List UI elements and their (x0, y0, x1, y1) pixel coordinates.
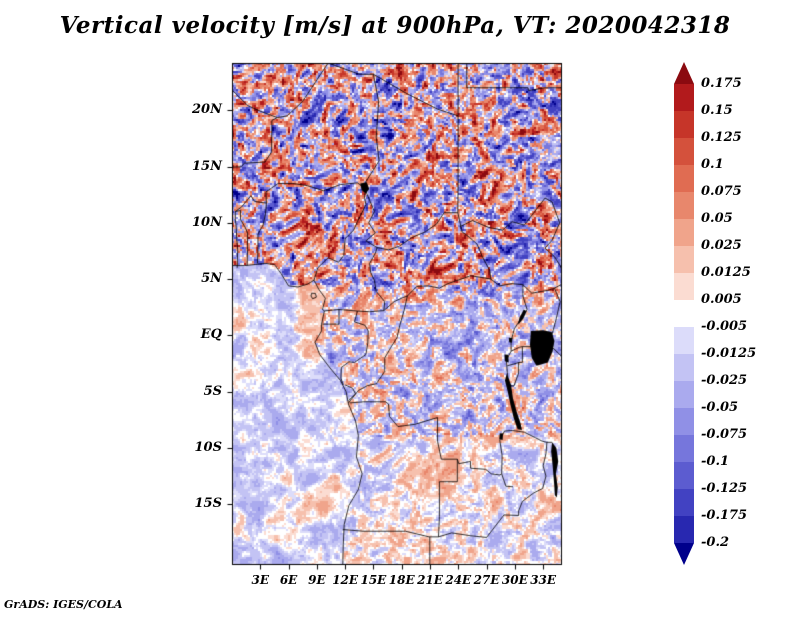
colorbar-tick-label: -0.005 (701, 319, 748, 334)
colorbar-tick-label: -0.2 (701, 535, 730, 550)
y-axis-tick-label: 15S (194, 496, 222, 512)
colorbar-segment (674, 165, 694, 192)
colorbar-segment (674, 246, 694, 273)
x-axis-tick-label: 24E (445, 573, 472, 587)
colorbar-tick-label: -0.075 (701, 427, 748, 442)
colorbar-tick-label: -0.0125 (701, 346, 757, 361)
colorbar (674, 62, 694, 565)
x-axis-tick-label: 33E (530, 573, 557, 587)
colorbar-segment (674, 138, 694, 165)
x-axis-tick-label: 6E (279, 573, 298, 587)
x-axis-tick-label: 21E (417, 573, 443, 587)
y-axis-tick-label: 10N (192, 214, 222, 230)
colorbar-tick-label: 0.15 (701, 103, 733, 118)
x-axis-tick-label: 12E (332, 573, 359, 587)
colorbar-tick-label: 0.075 (701, 184, 742, 199)
colorbar-tick-label: 0.125 (701, 130, 742, 145)
colorbar-segment (674, 300, 694, 327)
colorbar-segment (674, 489, 694, 516)
colorbar-segment (674, 111, 694, 138)
x-axis-tick-label: 30E (501, 573, 528, 587)
colorbar-tick-label: 0.05 (701, 211, 733, 226)
colorbar-arrow-up (674, 62, 694, 84)
colorbar-segment (674, 354, 694, 381)
colorbar-tick-label: 0.1 (701, 157, 724, 172)
colorbar-segment (674, 192, 694, 219)
colorbar-tick-label: 0.0125 (701, 265, 751, 280)
y-axis-tick-label: 20N (192, 102, 222, 118)
plot-title: Vertical velocity [m/s] at 900hPa, VT: 2… (59, 12, 731, 39)
y-axis-tick-label: 5N (201, 271, 222, 287)
colorbar-segment (674, 219, 694, 246)
y-axis-tick-label: EQ (200, 327, 222, 343)
colorbar-tick-label: -0.05 (701, 400, 739, 415)
colorbar-segment (674, 462, 694, 489)
x-axis-tick-label: 15E (360, 573, 387, 587)
colorbar-tick-label: 0.005 (701, 292, 742, 307)
y-axis-tick-label: 5S (203, 383, 222, 399)
colorbar-tick-label: -0.025 (701, 373, 748, 388)
colorbar-tick-label: -0.125 (701, 481, 748, 496)
grads-attribution: GrADS: IGES/COLA (4, 598, 123, 611)
colorbar-segment (674, 408, 694, 435)
colorbar-segment (674, 381, 694, 408)
map-field-canvas (226, 57, 568, 571)
colorbar-tick-label: -0.1 (701, 454, 730, 469)
x-axis-tick-label: 27E (473, 573, 500, 587)
colorbar-tick-label: -0.175 (701, 508, 748, 523)
colorbar-segment (674, 84, 694, 111)
x-axis-tick-label: 3E (251, 573, 270, 587)
colorbar-segment (674, 435, 694, 462)
x-axis-tick-label: 9E (308, 573, 326, 587)
y-axis-tick-label: 10S (194, 439, 222, 455)
colorbar-tick-label: 0.175 (701, 76, 742, 91)
y-axis-tick-label: 15N (192, 158, 222, 174)
colorbar-arrow-down (674, 543, 694, 565)
colorbar-tick-label: 0.025 (701, 238, 742, 253)
colorbar-segment (674, 516, 694, 543)
colorbar-segment (674, 273, 694, 300)
x-axis-tick-label: 18E (388, 573, 415, 587)
colorbar-segment (674, 327, 694, 354)
